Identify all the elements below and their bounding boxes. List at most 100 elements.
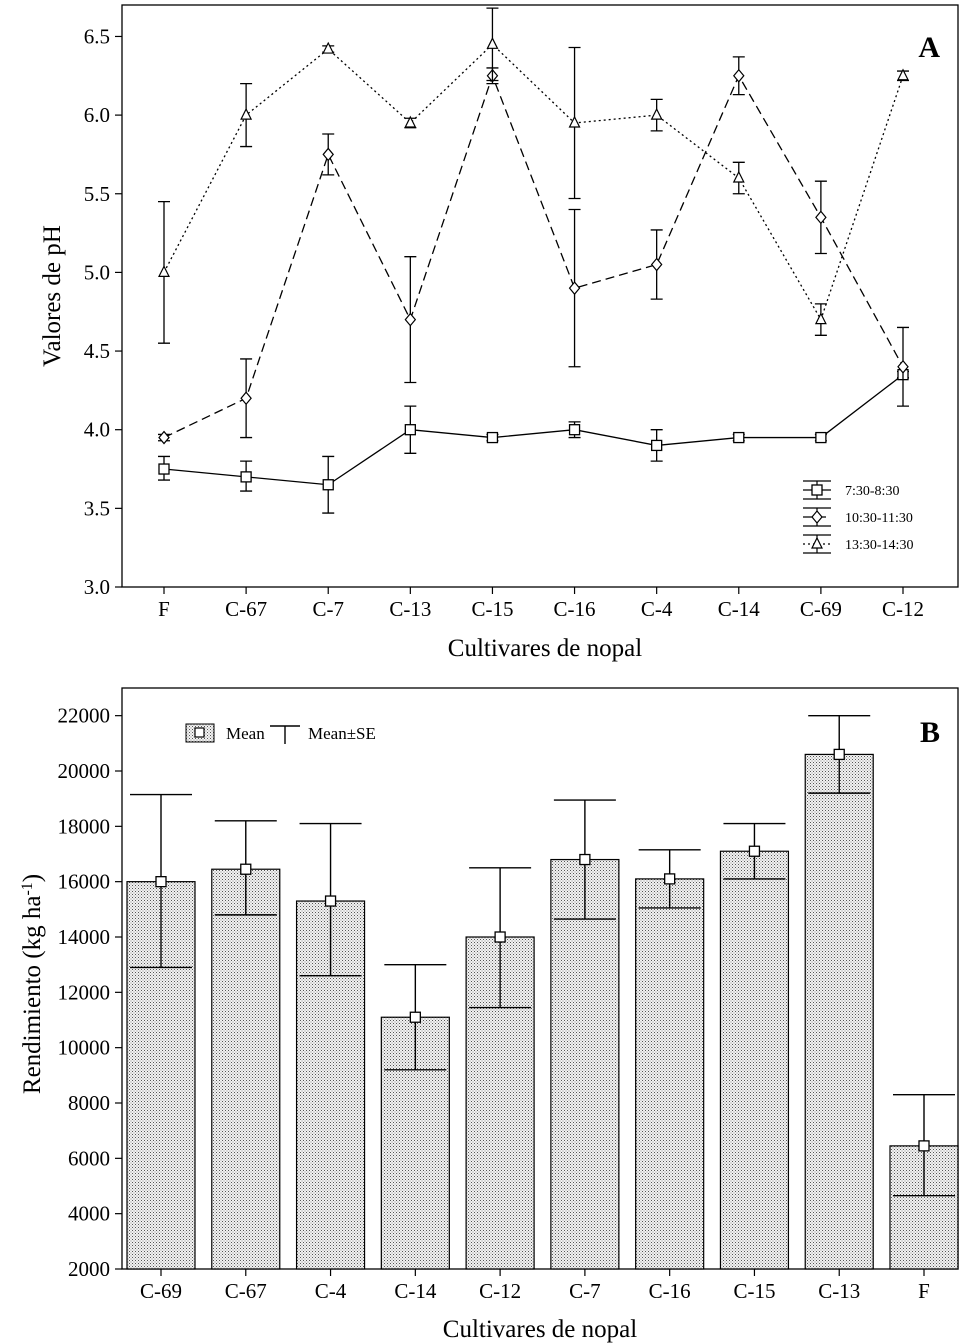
triangle-marker xyxy=(486,36,499,49)
x-tick-label: C-67 xyxy=(225,1279,267,1303)
mean-marker xyxy=(579,853,591,866)
x-tick-label: F xyxy=(918,1279,930,1303)
chart-a-series xyxy=(158,7,909,514)
square-marker xyxy=(811,484,823,496)
diamond-marker xyxy=(158,430,170,445)
y-tick-label: 5.5 xyxy=(84,182,110,206)
y-tick-label: 3.0 xyxy=(84,575,110,599)
y-tick-label: 14000 xyxy=(58,925,111,949)
bar xyxy=(550,858,620,1270)
chart-a-plot-frame xyxy=(121,4,959,588)
legend-label: 13:30-14:30 xyxy=(845,538,913,553)
square-marker xyxy=(404,424,416,436)
chart-a-legend: 7:30-8:30 10:30-11:30 13:30-14:30 xyxy=(803,480,913,554)
mean-marker xyxy=(833,748,845,761)
mean-marker xyxy=(409,1011,421,1023)
legend-label: 7:30-8:30 xyxy=(845,484,899,499)
diamond-marker xyxy=(322,147,335,162)
square-marker xyxy=(651,439,663,452)
series-line xyxy=(163,374,904,486)
mean-marker xyxy=(240,863,252,875)
triangle-marker xyxy=(240,107,253,120)
chart-b-y-axis-title-end: ) xyxy=(19,874,46,882)
triangle-marker xyxy=(404,115,417,128)
triangle-marker xyxy=(568,115,581,128)
mean-marker xyxy=(748,845,761,857)
legend-mean-marker xyxy=(194,727,205,738)
diamond-marker xyxy=(650,257,663,272)
bar xyxy=(804,753,874,1270)
y-tick-label: 5.0 xyxy=(84,260,110,284)
chart-b-panel-letter: B xyxy=(920,716,940,749)
series-diamond xyxy=(158,56,909,445)
triangle-marker xyxy=(814,312,827,325)
triangle-marker xyxy=(732,170,745,183)
chart-a-yticks: 3.0 3.5 4.0 4.5 5.0 5.5 6.0 6.5 xyxy=(84,24,122,599)
x-tick-label: C-15 xyxy=(471,597,513,621)
chart-b-y-axis-title-main: Rendimiento (kg ha xyxy=(19,896,46,1095)
x-tick-label: C-67 xyxy=(225,597,267,621)
mean-marker xyxy=(664,873,676,885)
triangle-marker xyxy=(158,265,170,278)
chart-a-y-axis-title: Valores de pH xyxy=(39,225,66,367)
x-tick-label: C-4 xyxy=(315,1279,347,1303)
mean-marker xyxy=(494,931,506,943)
mean-marker xyxy=(324,895,337,907)
y-tick-label: 22000 xyxy=(58,704,111,728)
series-triangle xyxy=(158,7,909,344)
y-tick-label: 8000 xyxy=(68,1091,110,1115)
x-tick-label: C-15 xyxy=(733,1279,775,1303)
diamond-marker xyxy=(897,359,909,374)
diamond-marker xyxy=(404,312,417,327)
chart-b-y-axis-title-sup: -1 xyxy=(19,882,36,895)
chart-a: 3.0 3.5 4.0 4.5 5.0 5.5 6.0 6.5 F C-67 C-7 C-13 C-1… xyxy=(39,4,959,662)
y-tick-label: 3.5 xyxy=(84,496,110,520)
x-tick-label: C-13 xyxy=(818,1279,860,1303)
y-tick-label: 6.0 xyxy=(84,103,110,127)
diamond-marker xyxy=(811,510,823,524)
mean-marker xyxy=(918,1140,930,1152)
mean-marker xyxy=(155,876,167,888)
triangle-marker xyxy=(897,68,909,81)
chart-a-panel-letter: A xyxy=(918,31,940,64)
x-tick-label: C-14 xyxy=(394,1279,437,1303)
y-tick-label: 10000 xyxy=(58,1036,111,1060)
x-tick-label: C-13 xyxy=(389,597,431,621)
y-tick-label: 6.5 xyxy=(84,24,110,48)
diamond-marker xyxy=(732,68,745,83)
bar xyxy=(635,878,705,1270)
series-line xyxy=(163,73,904,439)
y-tick-label: 2000 xyxy=(68,1257,110,1281)
y-tick-label: 20000 xyxy=(58,759,111,783)
chart-b-xticks: C-69 C-67 C-4 C-14 C-12 C-7 C-16 C-15 C-13 F xyxy=(140,1269,930,1303)
chart-b-legend: Mean Mean±SE xyxy=(185,723,376,744)
x-tick-label: C-7 xyxy=(312,597,344,621)
legend-se-label: Mean±SE xyxy=(308,724,376,743)
square-marker xyxy=(733,431,745,444)
x-tick-label: C-69 xyxy=(140,1279,182,1303)
x-tick-label: C-12 xyxy=(882,597,924,621)
series-line xyxy=(163,43,904,322)
triangle-marker xyxy=(322,41,335,54)
diamond-marker xyxy=(240,391,252,406)
triangle-marker xyxy=(650,107,663,120)
legend-mean-label: Mean xyxy=(226,724,265,743)
chart-b: 2000 4000 6000 8000 10000 12000 14000 16000 1800… xyxy=(19,687,959,1343)
chart-b-bars xyxy=(126,714,959,1270)
chart-b-yticks: 2000 4000 6000 8000 10000 12000 14000 16000 1800… xyxy=(58,704,122,1281)
square-marker xyxy=(815,431,827,444)
x-tick-label: C-16 xyxy=(554,597,596,621)
square-marker xyxy=(486,431,499,444)
y-tick-label: 18000 xyxy=(58,814,111,838)
x-tick-label: F xyxy=(158,597,170,621)
x-tick-label: C-7 xyxy=(569,1279,601,1303)
y-tick-label: 4.0 xyxy=(84,418,110,442)
x-tick-label: C-69 xyxy=(800,597,842,621)
y-tick-label: 12000 xyxy=(58,980,111,1004)
triangle-marker xyxy=(811,536,823,549)
square-marker xyxy=(240,471,252,483)
chart-a-xticks: F C-67 C-7 C-13 C-15 C-16 C-4 C-14 C-69 C-12 xyxy=(158,587,924,621)
bar xyxy=(719,850,790,1270)
y-tick-label: 16000 xyxy=(58,870,111,894)
